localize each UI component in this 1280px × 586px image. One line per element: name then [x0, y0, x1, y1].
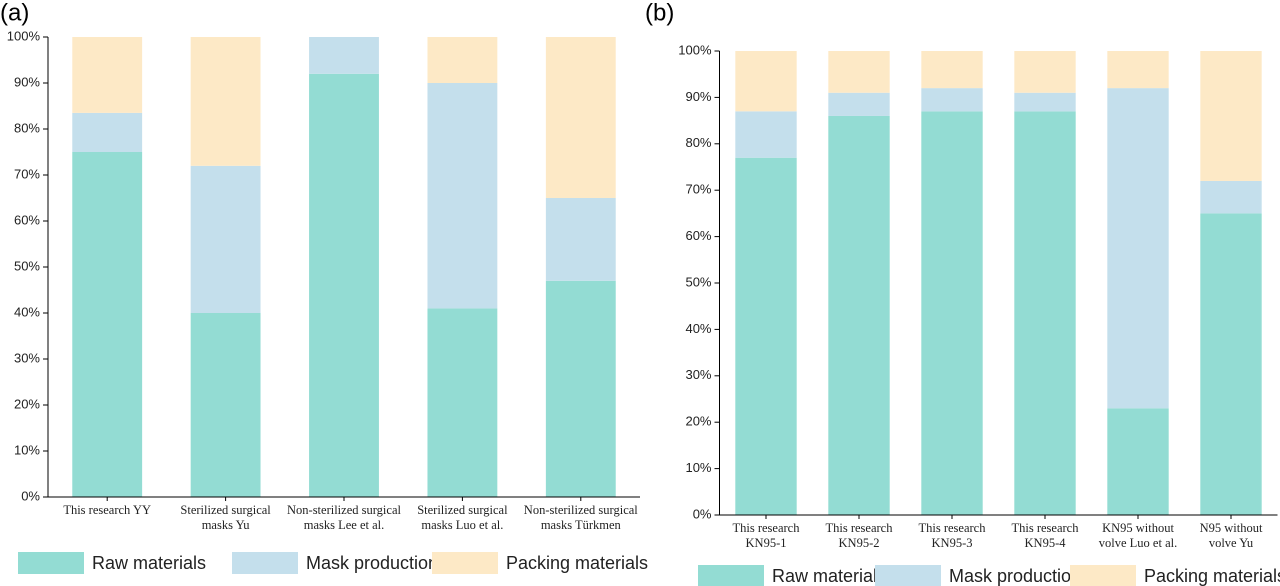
x-tick-label: Sterilized surgical masks Yu — [180, 503, 271, 532]
bar-segment — [1014, 51, 1076, 93]
bar-segment — [1107, 408, 1169, 515]
y-tick-label: 100% — [7, 28, 41, 43]
y-tick-label: 50% — [685, 274, 711, 289]
bar-segment — [1107, 88, 1169, 409]
bar-segment — [72, 152, 143, 497]
x-tick-label: KN95 without volve Luo et al. — [1098, 521, 1178, 550]
x-tick-label: Non-sterilized surgical masks Lee et al. — [287, 503, 401, 532]
bar-segment — [72, 37, 143, 113]
legend-swatch — [875, 565, 941, 586]
y-tick-label: 40% — [14, 304, 40, 319]
panel-label: (b) — [645, 0, 674, 26]
y-tick-label: 90% — [685, 89, 711, 104]
y-tick-label: 70% — [685, 182, 711, 197]
legend-label: Packing materials — [1144, 566, 1280, 586]
y-tick-label: 10% — [685, 460, 711, 475]
bar-segment — [309, 73, 379, 498]
bar-segment — [735, 157, 797, 515]
bar-segment — [1200, 180, 1262, 214]
y-tick-label: 60% — [14, 212, 40, 227]
bar-segment — [735, 51, 797, 112]
legend-label: Packing materials — [506, 553, 648, 573]
bar-segment — [427, 83, 498, 309]
bar-segment — [190, 313, 261, 497]
y-tick-label: 10% — [14, 442, 40, 457]
y-tick-label: 40% — [685, 321, 711, 336]
legend-swatch — [698, 565, 764, 586]
bar-segment — [190, 37, 261, 166]
y-tick-label: 100% — [678, 42, 712, 57]
legend-swatch — [232, 552, 298, 574]
bar-segment — [309, 37, 379, 74]
bar-segment — [921, 88, 983, 112]
legend-label: Raw materials — [772, 566, 886, 586]
bar-segment — [735, 111, 797, 158]
panel-label: (a) — [0, 0, 29, 26]
legend-label: Mask production — [949, 566, 1081, 586]
x-tick-label: This research KN95-3 — [918, 521, 986, 550]
y-tick-label: 80% — [14, 120, 40, 135]
legend-swatch — [18, 552, 84, 574]
y-tick-label: 0% — [693, 506, 712, 521]
x-tick-label: This research KN95-2 — [825, 521, 893, 550]
bar-segment — [545, 37, 616, 198]
bar-segment — [1014, 111, 1076, 515]
legend-label: Raw materials — [92, 553, 206, 573]
legend-swatch — [1070, 565, 1136, 586]
bar-segment — [1200, 51, 1262, 181]
x-tick-label: This research YY — [63, 503, 152, 517]
x-tick-label: This research KN95-4 — [1011, 521, 1079, 550]
y-tick-label: 20% — [685, 414, 711, 429]
bar-segment — [921, 111, 983, 515]
y-tick-label: 30% — [14, 350, 40, 365]
y-tick-label: 80% — [685, 135, 711, 150]
y-tick-label: 30% — [685, 367, 711, 382]
bar-segment — [828, 115, 890, 516]
legend-label: Mask production — [306, 553, 438, 573]
legend-swatch — [432, 552, 498, 574]
y-tick-label: 20% — [14, 396, 40, 411]
y-tick-label: 50% — [14, 258, 40, 273]
bar-segment — [545, 198, 616, 281]
y-tick-label: 90% — [14, 74, 40, 89]
y-tick-label: 0% — [21, 488, 40, 503]
bar-segment — [545, 280, 616, 497]
y-tick-label: 60% — [685, 228, 711, 243]
x-tick-label: N95 without volve Yu — [1199, 521, 1263, 550]
x-tick-label: Non-sterilized surgical masks Türkmen — [523, 503, 638, 532]
bar-segment — [921, 51, 983, 89]
bar-segment — [427, 308, 498, 497]
y-tick-label: 70% — [14, 166, 40, 181]
bar-segment — [1200, 213, 1262, 515]
bar-segment — [828, 51, 890, 93]
x-tick-label: Sterilized surgical masks Luo et al. — [417, 503, 508, 532]
bar-segment — [190, 165, 261, 313]
bar-segment — [72, 112, 143, 152]
x-tick-label: This research KN95-1 — [732, 521, 800, 550]
bar-segment — [1107, 51, 1169, 89]
bar-segment — [828, 92, 890, 116]
bar-segment — [427, 37, 498, 83]
bar-segment — [1014, 92, 1076, 112]
